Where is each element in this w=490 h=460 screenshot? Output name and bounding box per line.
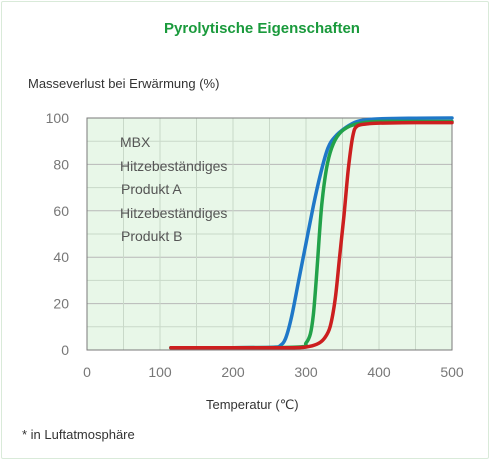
x-tick-label: 400	[367, 364, 391, 380]
x-tick-label: 200	[221, 364, 245, 380]
tick-labels: 0 20 40 60 80 100 0 100 200 300 400 500	[46, 110, 464, 380]
legend-entry: MBX	[120, 134, 151, 150]
y-tick-label: 0	[61, 342, 69, 358]
axes	[86, 117, 453, 351]
plot-border	[86, 117, 453, 351]
x-tick-label: 500	[440, 364, 464, 380]
legend: MBX Hitzebeständiges Produkt A Hitzebeständ…	[120, 134, 227, 244]
y-tick-label: 100	[46, 110, 70, 126]
legend-entry: Hitzebeständiges	[120, 205, 227, 221]
legend-entry: Produkt B	[121, 228, 182, 244]
y-tick-label: 40	[53, 249, 69, 265]
legend-entry: Produkt A	[121, 181, 182, 197]
footnote: * in Luftatmosphäre	[22, 427, 135, 442]
x-tick-label: 300	[294, 364, 318, 380]
legend-entry: Hitzebeständiges	[120, 158, 227, 174]
series-lines	[169, 116, 454, 350]
y-tick-label: 60	[53, 203, 69, 219]
y-tick-label: 20	[53, 296, 69, 312]
x-tick-label: 0	[83, 364, 91, 380]
chart-title: Pyrolytische Eigenschaften	[164, 20, 360, 37]
y-tick-label: 80	[53, 156, 69, 172]
x-axis-label: Temperatur (℃)	[206, 397, 299, 412]
series-line-3	[169, 120, 454, 350]
series-line-1	[169, 116, 454, 350]
y-axis-label: Masseverlust bei Erwärmung (%)	[28, 76, 220, 91]
x-tick-label: 100	[148, 364, 172, 380]
